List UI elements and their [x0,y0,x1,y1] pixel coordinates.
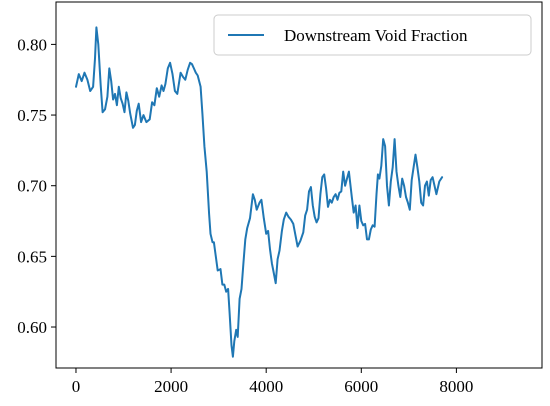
x-tick-label: 8000 [439,377,473,396]
legend-label: Downstream Void Fraction [284,26,468,45]
y-axis-ticks: 0.60 0.65 0.70 0.75 0.80 [17,35,56,337]
y-tick-label: 0.70 [17,177,47,196]
x-tick-label: 2000 [154,377,188,396]
x-tick-label: 6000 [344,377,378,396]
plot-frame [55,1,543,369]
x-tick-label: 0 [72,377,81,396]
series-line-downstream-void-fraction [75,26,444,358]
y-tick-label: 0.80 [17,35,47,54]
y-tick-label: 0.65 [17,247,47,266]
legend: Downstream Void Fraction [213,14,532,56]
y-tick-label: 0.60 [17,318,47,337]
legend-box [213,14,532,56]
y-tick-label: 0.75 [17,106,47,125]
x-axis-ticks: 0 2000 4000 6000 8000 [72,368,473,396]
x-tick-label: 4000 [249,377,283,396]
